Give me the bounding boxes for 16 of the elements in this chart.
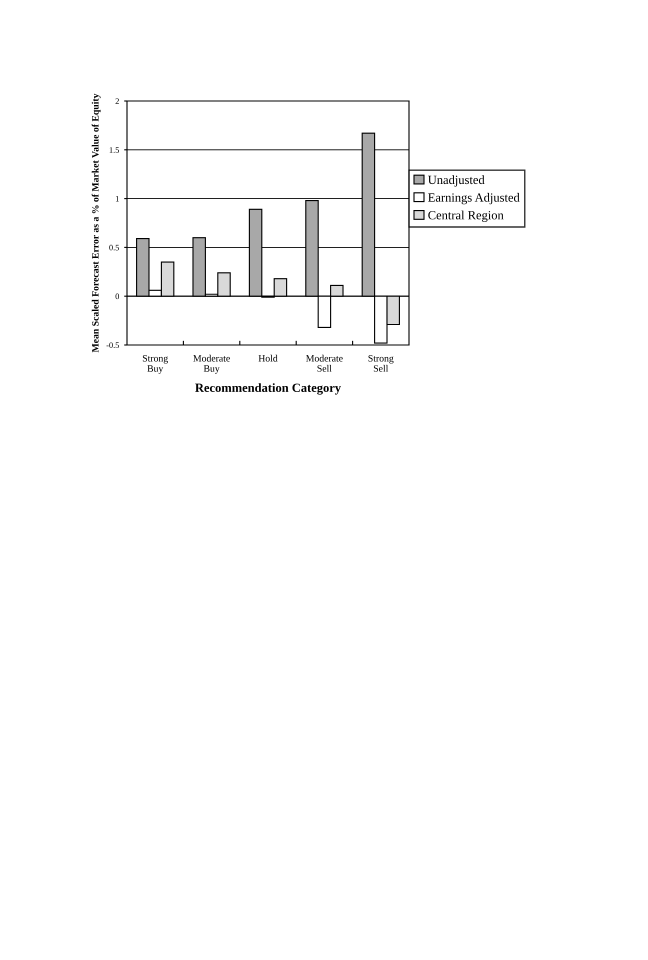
x-tick-label: Strong Sell bbox=[368, 355, 394, 372]
x-axis-title: Recommendation Category bbox=[195, 383, 341, 395]
x-tick-label: Hold bbox=[258, 354, 278, 362]
y-tick-label: -0.5 bbox=[106, 342, 120, 348]
x-tick-label: Moderate Sell bbox=[306, 354, 343, 372]
y-tick-label: 0.5 bbox=[109, 244, 120, 250]
y-tick-label: 1.5 bbox=[110, 147, 120, 153]
y-tick-label: 1 bbox=[116, 196, 119, 202]
legend-label: Earnings Adjusted bbox=[428, 192, 520, 204]
y-axis-title: Mean Scaled Forecast Error as a % of Market Value of Equity bbox=[92, 94, 101, 352]
legend-label: Central Region bbox=[428, 210, 504, 222]
y-tick-label: 2 bbox=[116, 98, 119, 104]
x-tick-label: Strong Buy bbox=[142, 355, 168, 374]
legend-label: Unadjusted bbox=[428, 175, 485, 187]
x-tick-label: Moderate Buy bbox=[193, 354, 230, 374]
y-tick-label: 0 bbox=[116, 294, 120, 300]
